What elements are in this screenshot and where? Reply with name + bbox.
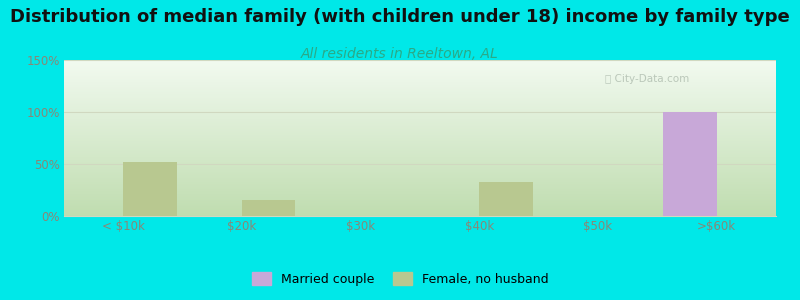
Bar <box>123 162 177 216</box>
Text: ⓘ City-Data.com: ⓘ City-Data.com <box>605 74 690 84</box>
Bar <box>479 182 533 216</box>
Bar <box>663 112 717 216</box>
Legend: Married couple, Female, no husband: Married couple, Female, no husband <box>247 267 553 291</box>
Bar <box>242 200 295 216</box>
Text: Distribution of median family (with children under 18) income by family type: Distribution of median family (with chil… <box>10 8 790 26</box>
Text: All residents in Reeltown, AL: All residents in Reeltown, AL <box>301 46 499 61</box>
